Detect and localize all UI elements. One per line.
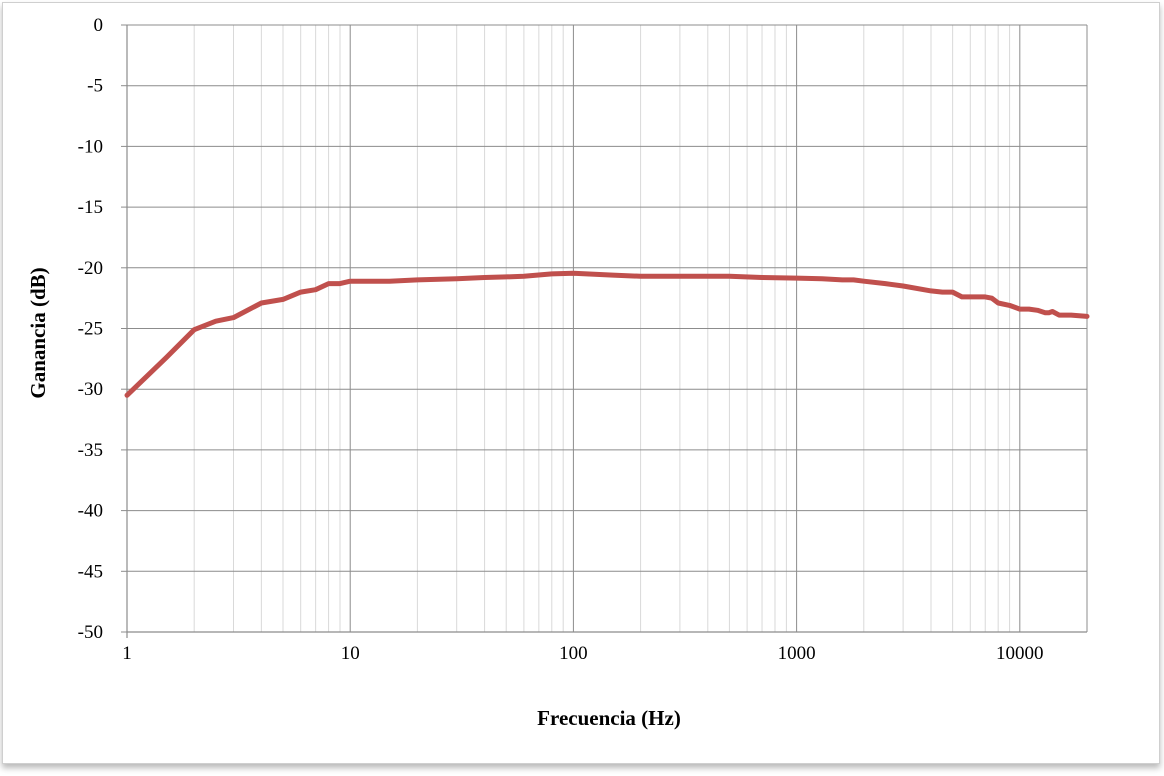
y-tick-label: -30 xyxy=(78,379,103,400)
y-tick-label: -35 xyxy=(78,440,103,461)
chart-frame: 1 10 100 1000 10000 0 -5 -10 -15 -20 -25 -30 -35 -40 -… xyxy=(2,2,1160,764)
tick-labels: 1 10 100 1000 10000 0 -5 -10 -15 -20 -25 -30 -35 -40 -… xyxy=(78,15,1044,664)
x-axis-title: Frecuencia (Hz) xyxy=(537,706,681,730)
x-tick-label: 1 xyxy=(122,643,132,664)
y-tick-label: -10 xyxy=(78,136,103,157)
y-tick-label: -50 xyxy=(78,622,103,643)
y-tick-label: -40 xyxy=(78,501,103,522)
series-line xyxy=(124,270,1090,398)
x-tick-label: 1000 xyxy=(778,643,816,664)
frequency-response-chart: 1 10 100 1000 10000 0 -5 -10 -15 -20 -25 -30 -35 -40 -… xyxy=(26,15,1090,730)
x-tick-label: 10000 xyxy=(996,643,1044,664)
y-tick-label: -5 xyxy=(87,76,103,97)
y-tick-label: -15 xyxy=(78,197,103,218)
y-tick-label: -45 xyxy=(78,561,103,582)
y-tick-label: -20 xyxy=(78,258,103,279)
axes xyxy=(121,24,1087,638)
y-tick-label: -25 xyxy=(78,319,103,340)
y-axis-title: Ganancia (dB) xyxy=(26,267,50,398)
grid xyxy=(126,24,1088,633)
y-tick-label: 0 xyxy=(94,15,104,36)
series xyxy=(124,270,1090,398)
x-tick-label: 10 xyxy=(341,643,360,664)
x-tick-label: 100 xyxy=(559,643,588,664)
